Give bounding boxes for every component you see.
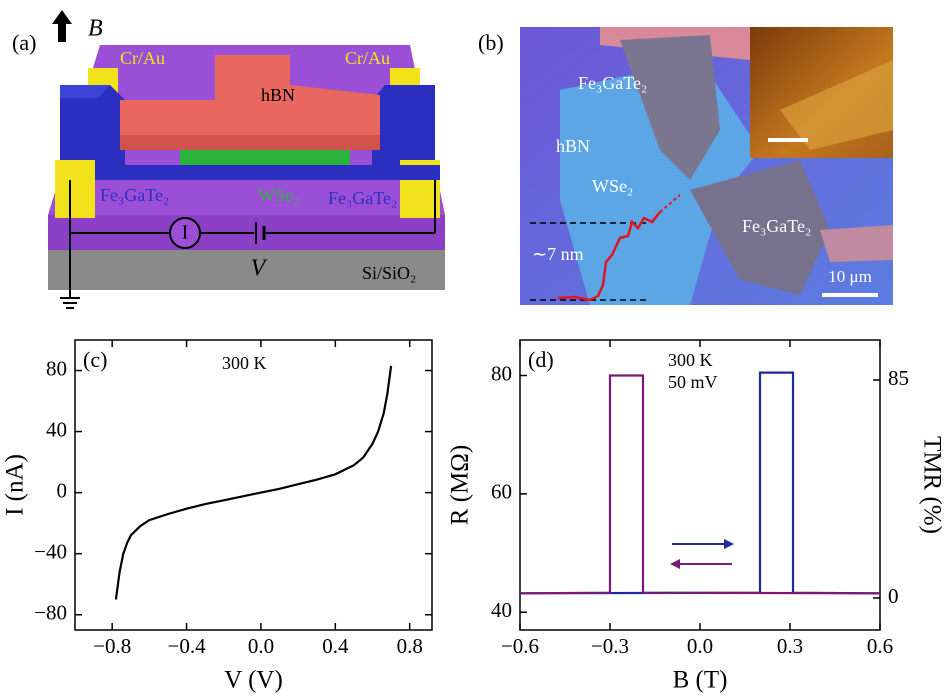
y-tick-label: 40	[46, 417, 67, 441]
y2-tick-label: 0	[888, 584, 899, 608]
panel-label: (a)	[12, 30, 36, 55]
sweep-arrow	[724, 539, 734, 549]
x-axis-label: V (V)	[224, 667, 283, 694]
electrode-label: Cr/Au	[120, 48, 165, 68]
height-profile	[557, 211, 661, 302]
x-tick-label: 0.0	[248, 634, 274, 658]
image-label: Fe₃GaTe₂	[578, 73, 647, 93]
y-tick-label: 80	[46, 356, 67, 380]
x-tick-label: 0.3	[777, 634, 803, 658]
data-line	[519, 371, 881, 595]
y2-axis-label: TMR (%)	[918, 436, 945, 534]
y-axis-label: I (nA)	[2, 454, 29, 516]
data-line	[519, 374, 881, 595]
meter-label: I	[182, 222, 189, 244]
layer-label: hBN	[261, 85, 295, 105]
x-tick-label: 0.8	[397, 634, 423, 658]
source-label: V	[251, 256, 268, 282]
hbn-layer	[120, 55, 380, 150]
layer-label: Fe₃GaTe₂	[328, 188, 397, 208]
electrode	[60, 85, 110, 98]
data-line	[114, 365, 393, 600]
layer-label: Si/SiO₂	[362, 263, 416, 283]
x-tick-label: 0.6	[867, 634, 893, 658]
plot-frame	[74, 339, 433, 631]
image-label: WSe₂	[592, 176, 633, 196]
y2-tick-label: 85	[888, 366, 909, 390]
scale-label: 10 μm	[828, 267, 872, 286]
annotation: 300 K	[668, 350, 713, 370]
inset-flake	[780, 60, 893, 150]
contact	[55, 160, 95, 218]
annotation: 300 K	[222, 353, 267, 373]
sweep-arrow	[670, 559, 680, 569]
image-label: Fe₃GaTe₂	[742, 216, 811, 236]
flake	[620, 35, 720, 180]
x-tick-label: −0.8	[93, 634, 131, 658]
meter	[169, 217, 201, 249]
x-tick-label: 0.0	[687, 634, 713, 658]
electrode-stripe	[820, 225, 893, 262]
y-axis-label: R (MΩ)	[447, 445, 474, 525]
electrode-label: Cr/Au	[345, 48, 390, 68]
electrode	[60, 85, 125, 165]
x-tick-label: −0.4	[168, 634, 207, 658]
y-tick-label: 40	[491, 598, 512, 622]
height-profile	[659, 194, 681, 213]
image-label: hBN	[556, 136, 590, 156]
field-label: B	[88, 16, 103, 42]
x-tick-label: 0.4	[322, 634, 349, 658]
y-tick-label: 60	[491, 480, 512, 504]
image-label: ∼7 nm	[532, 244, 584, 264]
x-tick-label: −0.6	[501, 634, 539, 658]
y-tick-label: −80	[34, 601, 67, 625]
y-tick-label: 0	[57, 478, 68, 502]
panel-label: (b)	[478, 30, 504, 55]
substrate	[48, 250, 445, 290]
x-axis-label: B (T)	[673, 667, 728, 694]
micrograph: (b) Fe₃GaTe₂ hBN WSe₂ Fe₃GaTe₂ ∼7 nm 10 …	[478, 27, 893, 305]
y-tick-label: −40	[34, 539, 67, 563]
hbn-front	[120, 135, 380, 150]
electrode	[372, 85, 435, 165]
layer-label: Fe₃GaTe₂	[100, 185, 169, 205]
layer-label: WSe₂	[258, 185, 299, 205]
panel-label: (d)	[528, 347, 554, 372]
magnet-layer	[95, 165, 440, 180]
panel-label: (c)	[83, 347, 107, 372]
annotation: 50 mV	[668, 372, 718, 392]
flake	[690, 160, 830, 295]
y-tick-label: 80	[491, 361, 512, 385]
x-tick-label: −0.3	[591, 634, 629, 658]
field-arrow	[52, 10, 72, 42]
schematic: (a) B I V Cr/Au Cr/Au hBN Fe₃GaTe₂ WSe₂ …	[12, 10, 445, 309]
